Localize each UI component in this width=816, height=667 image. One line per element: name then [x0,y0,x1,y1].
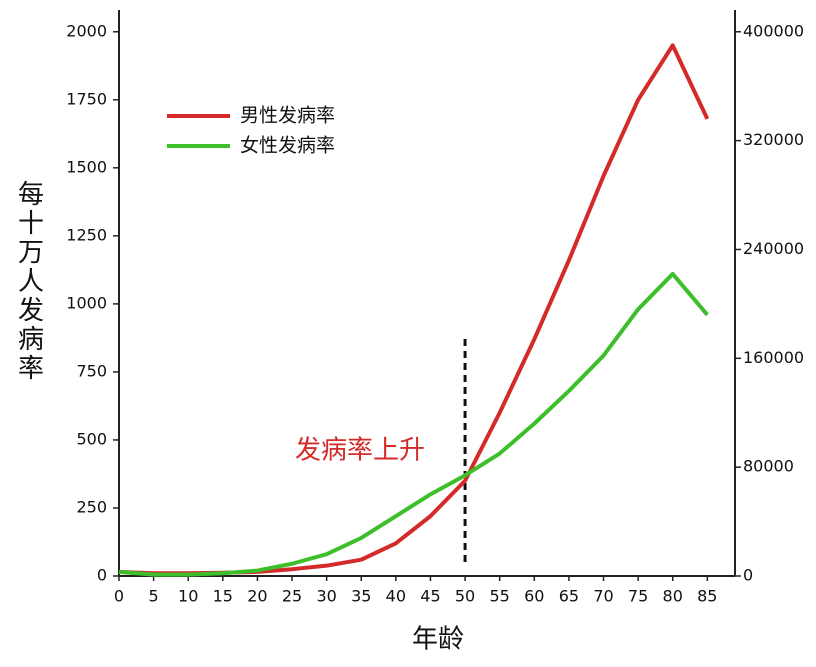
y-axis-label: 每十万人发病率 [14,180,44,383]
x-tick-label: 25 [282,587,302,606]
x-axis-label: 年龄 [412,625,464,655]
series-line [118,271,709,577]
x-tick-label: 85 [697,587,717,606]
x-tick-label: 80 [663,587,683,606]
x-tick-label: 40 [386,587,406,606]
y2-tick-label: 320000 [743,130,804,149]
x-tick-label: 75 [628,587,648,606]
x-tick-label: 5 [149,587,159,606]
y-tick-label: 750 [76,361,107,380]
x-tick-label: 50 [455,587,475,606]
y-tick-label: 1250 [66,225,107,244]
y-tick-label: 1500 [66,157,107,176]
legend-label: 男性发病率 [240,105,335,127]
y2-tick-label: 240000 [743,239,804,258]
y-tick-label: 250 [76,497,107,516]
y-tick-label: 2000 [66,21,107,40]
x-tick-label: 0 [114,587,124,606]
annotation-text: 发病率上升 [295,436,425,466]
x-tick-label: 65 [559,587,579,606]
x-tick-label: 30 [316,587,336,606]
y-tick-label: 1000 [66,293,107,312]
y2-tick-label: 0 [743,566,753,585]
x-tick-label: 20 [247,587,267,606]
x-tick-label: 35 [351,587,371,606]
x-tick-label: 45 [420,587,440,606]
series-line [118,43,710,576]
x-tick-label: 15 [213,587,233,606]
x-tick-label: 60 [524,587,544,606]
y2-tick-label: 160000 [743,348,804,367]
y-tick-label: 500 [76,429,107,448]
y2-tick-label: 400000 [743,21,804,40]
y-tick-label: 1750 [66,89,107,108]
legend-label: 女性发病率 [240,135,335,157]
x-tick-label: 70 [593,587,613,606]
y2-tick-label: 80000 [743,457,794,476]
y-tick-label: 0 [97,566,107,585]
x-tick-label: 10 [178,587,198,606]
x-tick-label: 55 [489,587,509,606]
